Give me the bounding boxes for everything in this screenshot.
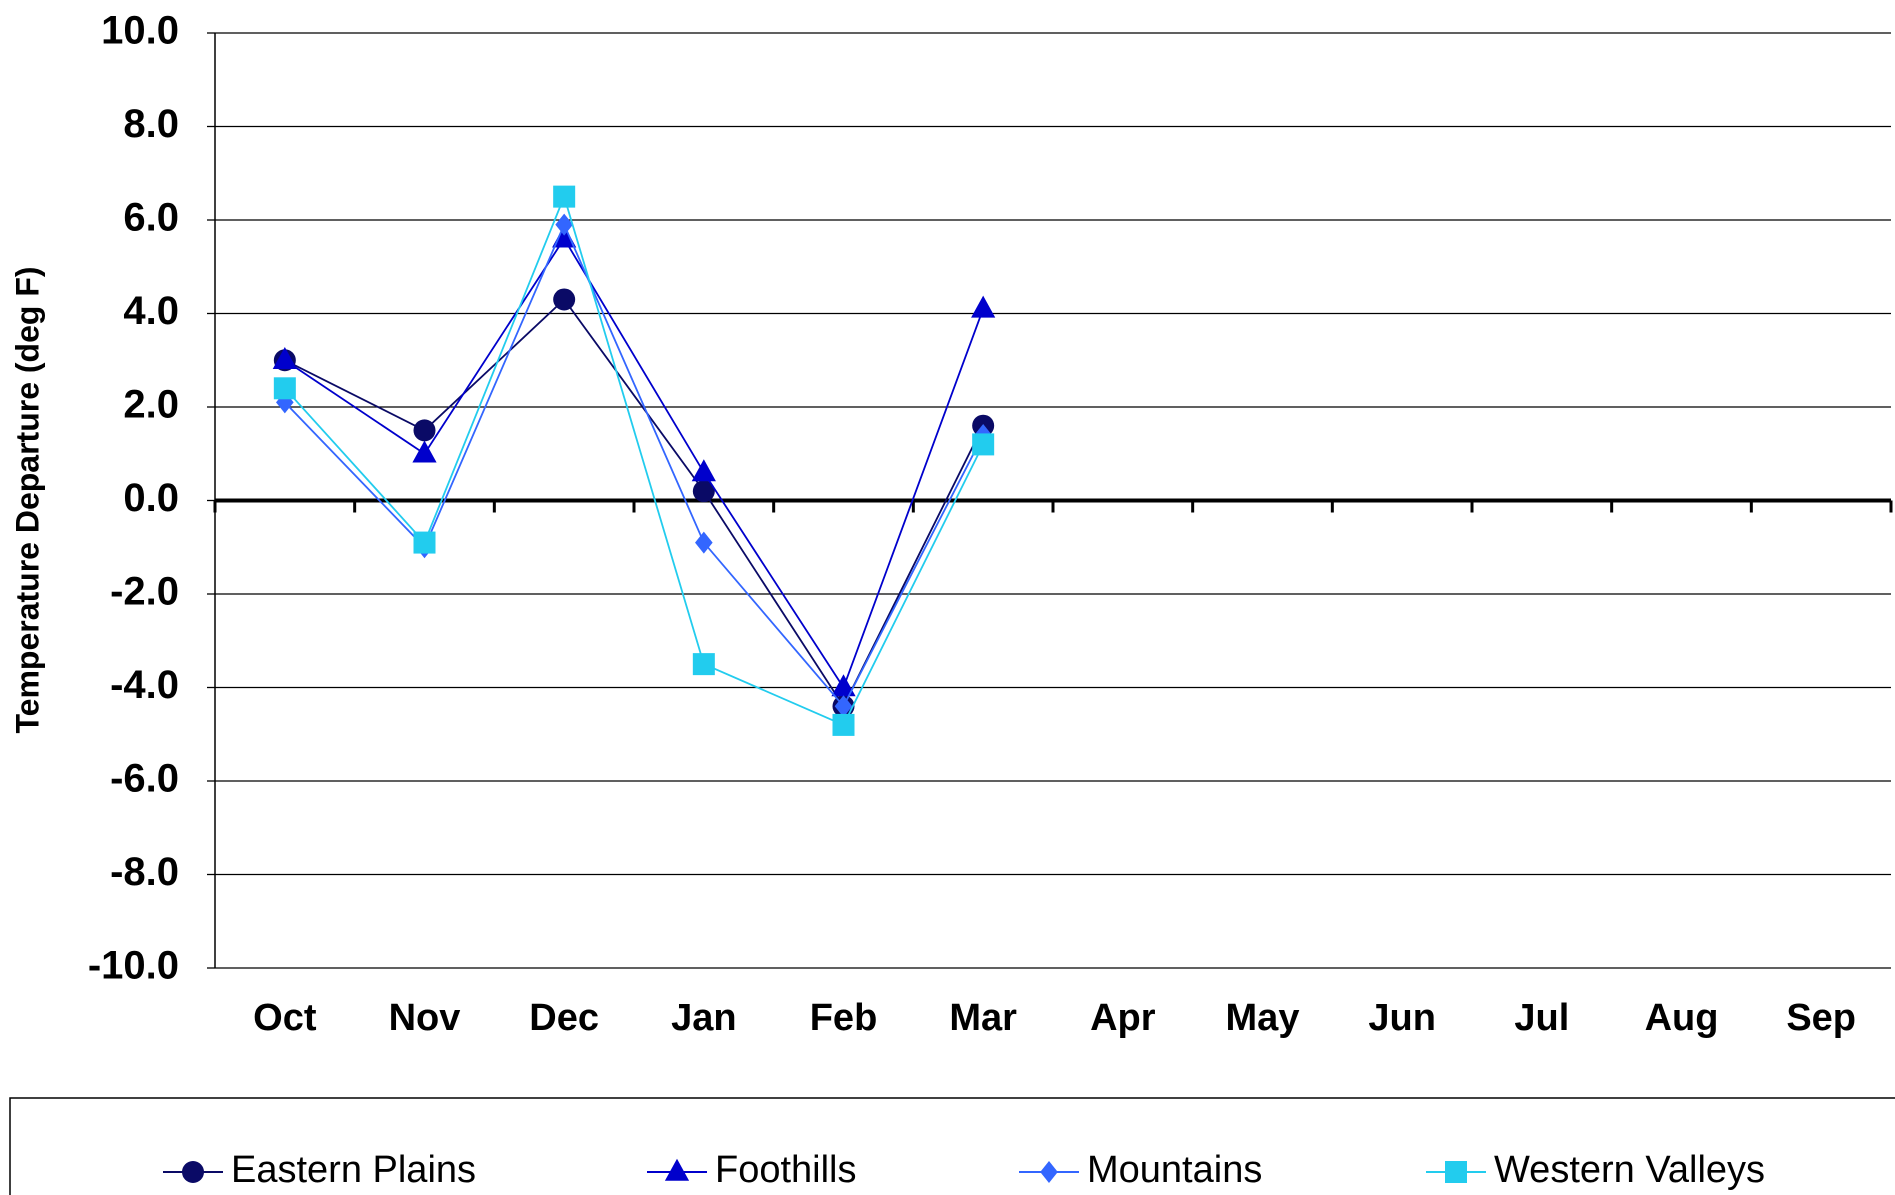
y-tick-label: -4.0 <box>110 663 179 707</box>
y-tick-label: -10.0 <box>88 944 179 988</box>
legend-box <box>9 1097 1895 1195</box>
x-tick-label: Mar <box>949 997 1017 1039</box>
x-tick-label: Jan <box>671 997 736 1039</box>
series-line <box>284 236 985 690</box>
x-tick-label: Oct <box>253 997 317 1039</box>
y-tick-label: 6.0 <box>123 196 179 240</box>
y-tick-label: 8.0 <box>123 102 179 146</box>
legend-marker <box>1040 1161 1058 1183</box>
legend-label: Mountains <box>1087 1149 1262 1191</box>
data-point <box>971 295 996 318</box>
y-tick-label: 0.0 <box>123 476 179 520</box>
data-point <box>692 653 715 676</box>
data-point <box>272 347 297 370</box>
x-tick-label: Dec <box>529 997 599 1039</box>
x-tick-label: Jul <box>1514 997 1569 1039</box>
y-tick-label: -2.0 <box>110 570 179 614</box>
x-tick-label: May <box>1226 997 1300 1039</box>
y-tick-label: 10.0 <box>101 9 179 53</box>
data-point <box>412 440 437 463</box>
data-point <box>413 419 436 442</box>
y-tick-label: 2.0 <box>123 383 179 427</box>
legend-label: Foothills <box>715 1149 857 1191</box>
data-point <box>413 531 436 554</box>
data-point <box>691 459 716 482</box>
data-point <box>834 695 853 718</box>
y-axis-label: Temperature Departure (deg F) <box>9 266 45 733</box>
x-tick-label: Nov <box>389 997 461 1039</box>
data-point <box>972 433 995 456</box>
data-point <box>831 674 856 697</box>
data-point <box>832 713 855 736</box>
legend-marker <box>664 1158 690 1181</box>
series-line <box>284 222 984 708</box>
data-point <box>695 531 713 554</box>
y-tick-label: 4.0 <box>123 289 179 333</box>
data-point <box>692 480 715 503</box>
x-tick-label: Jun <box>1368 997 1436 1039</box>
series-line <box>284 193 984 727</box>
y-tick-label: -8.0 <box>110 850 179 894</box>
legend-marker <box>182 1161 204 1183</box>
x-tick-label: Aug <box>1645 997 1719 1039</box>
y-tick-label: -6.0 <box>110 757 179 801</box>
data-point <box>553 185 576 208</box>
data-point <box>553 288 576 311</box>
data-point <box>552 225 577 248</box>
x-tick-label: Sep <box>1786 997 1856 1039</box>
data-point <box>555 213 573 236</box>
legend-label: Western Valleys <box>1494 1149 1765 1191</box>
x-tick-label: Apr <box>1090 997 1156 1039</box>
legend-marker <box>1445 1161 1467 1183</box>
data-point <box>273 377 296 400</box>
x-tick-label: Feb <box>810 997 878 1039</box>
legend-label: Eastern Plains <box>231 1149 476 1191</box>
